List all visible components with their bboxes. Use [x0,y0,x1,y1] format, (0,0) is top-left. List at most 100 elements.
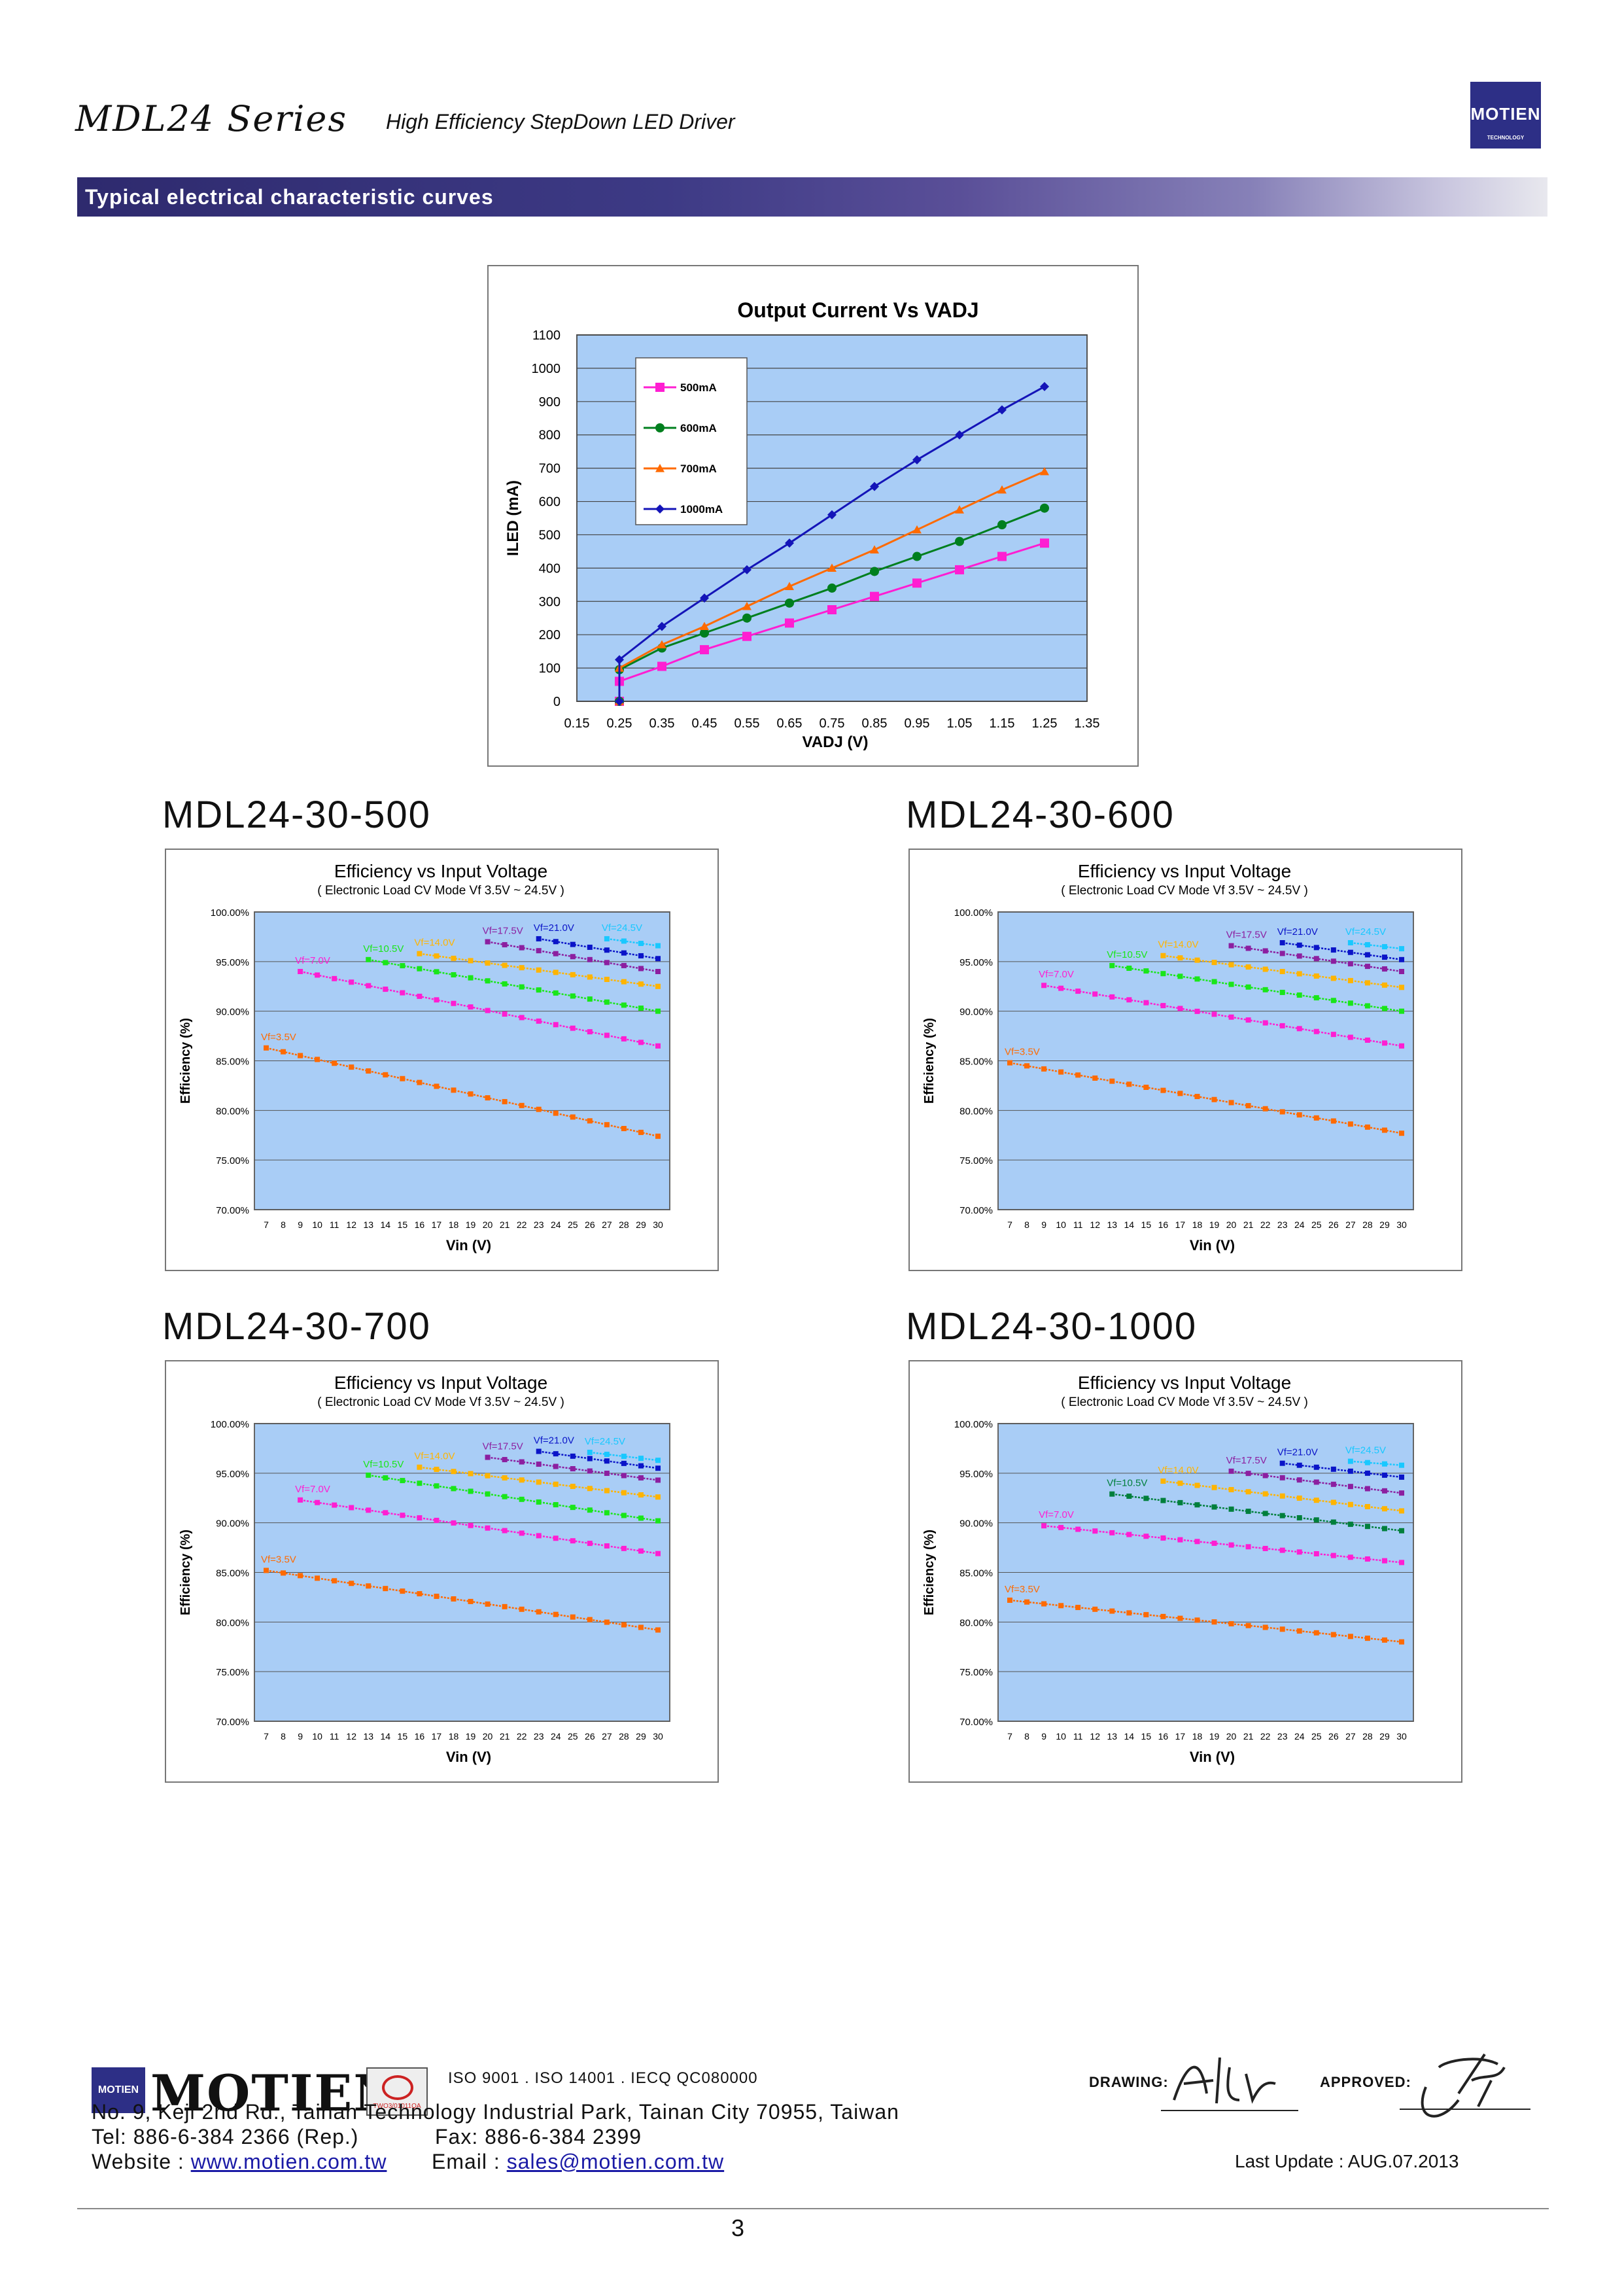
vadj-x-tick: 0.85 [862,716,888,731]
m700-chart-title: Efficiency vs Input Voltage [334,1373,547,1393]
m500-point-Vf=3.5V [383,1072,389,1077]
m700-point-Vf=14.0V [417,1464,423,1470]
vadj-y-tick: 1000 [532,362,561,376]
vadj-chart-panel: 0 100 200 300 400 500 600 700 800 900 1000 1100 0.15… [487,265,1139,767]
m600-point-Vf=7.0V [1262,1020,1268,1026]
m1000-point-Vf=7.0V [1143,1533,1149,1539]
vadj-point-500mA [955,565,964,574]
m500-x-tick: 12 [346,1219,356,1230]
m600-series-line-Vf=3.5V [1009,1062,1402,1134]
m600-point-Vf=7.0V [1194,1008,1200,1014]
m1000-point-Vf=21.0V [1313,1464,1319,1470]
m500-point-Vf=17.5V [519,945,525,951]
m600-x-tick: 26 [1328,1219,1339,1230]
vadj-y-tick: 1100 [532,328,561,343]
m600-point-Vf=10.5V [1177,973,1183,979]
m1000-x-tick: 14 [1124,1731,1135,1742]
m600-point-Vf=7.0V [1177,1006,1183,1011]
m1000-point-Vf=3.5V [1347,1634,1353,1639]
m500-point-Vf=7.0V [298,969,303,974]
m600-y-tick: 75.00% [959,1155,993,1166]
m600-chart-title: Efficiency vs Input Voltage [1078,861,1291,881]
m500-point-Vf=10.5V [604,999,610,1005]
m1000-point-Vf=14.0V [1211,1484,1217,1490]
m700-x-tick: 17 [432,1731,442,1742]
m600-point-Vf=14.0V [1194,957,1200,963]
m1000-point-Vf=21.0V [1296,1462,1302,1468]
m600-point-Vf=10.5V [1364,1003,1370,1009]
m700-point-Vf=14.0V [655,1494,661,1500]
email-link[interactable]: sales@motien.com.tw [506,2150,725,2173]
m500-x-axis-label: Vin (V) [446,1237,491,1253]
m500-point-Vf=10.5V [366,956,371,962]
m500-point-Vf=3.5V [570,1114,576,1120]
m500-point-Vf=7.0V [587,1029,593,1035]
m500-x-tick: 30 [653,1219,663,1230]
m700-point-Vf=10.5V [570,1505,576,1511]
m700-point-Vf=21.0V [587,1456,593,1462]
m600-point-Vf=10.5V [1126,966,1132,972]
m700-point-Vf=10.5V [587,1507,593,1513]
m700-x-tick: 19 [466,1731,476,1742]
vadj-y-axis-label: ILED (mA) [504,480,522,556]
m500-point-Vf=10.5V [383,960,389,966]
m600-point-Vf=17.5V [1245,945,1251,951]
m700-y-tick: 70.00% [216,1717,249,1728]
m700-point-Vf=7.0V [298,1497,303,1503]
m1000-chart-subtitle: ( Electronic Load CV Mode Vf 3.5V ~ 24.5… [1061,1395,1308,1409]
vadj-y-tick: 600 [539,495,561,510]
m500-point-Vf=3.5V [281,1049,286,1055]
m1000-point-Vf=3.5V [1279,1626,1285,1632]
m700-x-tick: 12 [346,1731,356,1742]
m600-series-label-Vf=14.0V: Vf=14.0V [1158,939,1198,951]
m600-x-tick: 16 [1158,1219,1169,1230]
m700-point-Vf=17.5V [587,1468,593,1474]
m1000-point-Vf=17.5V [1347,1484,1353,1490]
m600-point-Vf=10.5V [1296,992,1302,998]
m700-point-Vf=14.0V [553,1481,559,1487]
m1000-point-Vf=10.5V [1279,1513,1285,1518]
m500-point-Vf=14.0V [519,965,525,971]
m600-point-Vf=3.5V [1092,1075,1098,1081]
vadj-x-tick: 0.35 [649,716,675,731]
m500-y-axis-label: Efficiency (%) [179,1018,193,1104]
m700-point-Vf=17.5V [621,1473,627,1479]
email-label: Email : [432,2150,507,2173]
m1000-x-tick: 29 [1379,1731,1390,1742]
m1000-point-Vf=3.5V [1007,1597,1012,1603]
m600-point-Vf=10.5V [1160,971,1166,977]
m700-x-tick: 9 [298,1731,303,1742]
vadj-legend-label: 700mA [680,463,717,475]
m500-point-Vf=7.0V [366,983,371,989]
m700-point-Vf=7.0V [519,1530,525,1536]
m1000-point-Vf=3.5V [1194,1617,1200,1623]
m600-point-Vf=21.0V [1296,942,1302,948]
m1000-x-tick: 26 [1328,1731,1339,1742]
footer-logo-icon: MOTIEN [92,2067,145,2113]
m700-point-Vf=10.5V [502,1494,508,1499]
m500-point-Vf=14.0V [570,972,576,977]
m700-point-Vf=14.0V [621,1490,627,1496]
m1000-x-tick: 22 [1260,1731,1271,1742]
m700-point-Vf=3.5V [621,1622,627,1628]
m1000-point-Vf=14.0V [1279,1493,1285,1499]
m1000-series-line-Vf=14.0V [1163,1480,1402,1512]
m500-point-Vf=7.0V [519,1015,525,1021]
m1000-point-Vf=7.0V [1347,1554,1353,1560]
m1000-point-Vf=10.5V [1211,1504,1217,1510]
m600-point-Vf=3.5V [1177,1091,1183,1096]
website-link[interactable]: www.motien.com.tw [190,2150,387,2173]
vadj-legend-label: 600mA [680,422,717,434]
m700-point-Vf=14.0V [536,1479,542,1485]
m700-point-Vf=3.5V [349,1581,354,1586]
logo-sub: TECHNOLOGY [1487,135,1525,141]
vadj-point-1000mA [615,655,624,665]
m1000-point-Vf=3.5V [1399,1639,1404,1645]
m500-x-tick: 15 [398,1219,408,1230]
m500-point-Vf=17.5V [536,948,542,954]
m1000-point-Vf=21.0V [1364,1470,1370,1476]
m700-point-Vf=3.5V [298,1573,303,1579]
m600-point-Vf=7.0V [1296,1026,1302,1032]
m500-point-Vf=3.5V [536,1106,542,1112]
m700-x-tick: 11 [330,1731,339,1742]
